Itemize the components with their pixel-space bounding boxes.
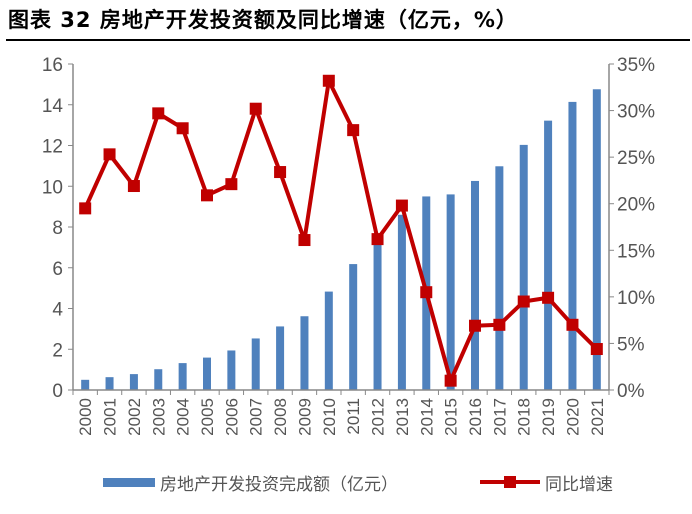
bar [568, 101, 577, 391]
bar [519, 144, 528, 390]
y2-tick-label: 30% [617, 102, 655, 123]
y2-tick-label: 5% [617, 334, 645, 355]
y-tick-label: 4 [52, 300, 63, 321]
growth-marker [176, 122, 189, 135]
bar [81, 379, 90, 390]
legend-bar-label: 房地产开发投资完成额（亿元） [160, 475, 398, 494]
growth-marker [493, 318, 506, 331]
x-tick-label: 2005 [198, 398, 217, 436]
growth-marker [517, 295, 530, 308]
x-tick-label: 2008 [271, 398, 290, 436]
y-tick-label: 2 [52, 340, 63, 361]
growth-marker [201, 189, 213, 202]
y2-tick-label: 20% [617, 195, 655, 216]
bar [446, 194, 455, 390]
bar [397, 214, 406, 390]
x-tick-label: 2019 [539, 398, 558, 436]
x-tick-label: 2020 [563, 398, 582, 436]
bar [373, 243, 382, 390]
bar [300, 316, 309, 390]
x-tick-label: 2002 [125, 398, 144, 436]
bar [349, 264, 358, 390]
y-tick-label: 6 [52, 259, 63, 280]
y2-tick-label: 0% [617, 381, 645, 402]
bar [227, 350, 236, 390]
x-tick-label: 2015 [442, 398, 461, 436]
bar [324, 291, 333, 390]
y2-tick-label: 35% [617, 55, 655, 76]
y-tick-label: 16 [42, 55, 63, 76]
growth-marker [249, 102, 262, 115]
growth-line [83, 78, 599, 383]
x-tick-label: 2003 [149, 398, 168, 436]
bar [471, 180, 479, 390]
bar [544, 120, 553, 390]
growth-marker [395, 199, 408, 212]
y2-tick-label: 25% [617, 148, 655, 169]
y2-tick-label: 15% [617, 241, 655, 262]
x-tick-label: 2001 [101, 398, 120, 436]
x-tick-label: 2012 [369, 398, 388, 436]
bar [129, 374, 138, 390]
growth-marker [274, 166, 287, 179]
growth-marker [347, 124, 360, 137]
x-tick-label: 2007 [247, 398, 266, 436]
x-tick-label: 2000 [76, 398, 95, 436]
y-tick-label: 0 [52, 381, 63, 402]
x-tick-label: 2018 [515, 398, 534, 436]
bar [178, 363, 187, 390]
y-tick-label: 12 [42, 137, 63, 158]
x-tick-label: 2010 [320, 398, 339, 436]
growth-marker [469, 319, 481, 332]
growth-marker [420, 286, 433, 299]
x-tick-label: 2006 [222, 398, 241, 436]
x-tick-label: 2013 [393, 398, 412, 436]
growth-marker [127, 180, 140, 193]
y-tick-label: 8 [52, 218, 63, 239]
bar [495, 166, 504, 390]
x-tick-label: 2011 [344, 398, 363, 435]
x-tick-label: 2021 [588, 398, 607, 436]
x-tick-label: 2014 [417, 398, 436, 436]
y-tick-label: 14 [42, 96, 64, 117]
bar [154, 369, 163, 390]
bar [276, 326, 285, 390]
growth-marker [371, 233, 384, 246]
x-tick-label: 2016 [466, 398, 485, 436]
growth-marker [590, 343, 603, 356]
growth-marker [298, 234, 311, 247]
legend-line-label: 同比增速 [545, 475, 613, 494]
y-tick-label: 10 [42, 177, 63, 198]
bar [251, 338, 260, 390]
growth-marker [103, 148, 116, 161]
growth-marker [225, 178, 238, 191]
bar [592, 89, 601, 390]
legend-line-marker [504, 476, 516, 488]
growth-marker [79, 202, 92, 215]
growth-marker [444, 374, 457, 387]
growth-marker [322, 74, 335, 87]
x-tick-label: 2017 [490, 398, 509, 436]
bar [203, 357, 211, 390]
legend-bar-swatch [103, 478, 155, 487]
growth-marker [152, 107, 165, 120]
growth-marker [566, 318, 579, 331]
chart-title: 图表 32 房地产开发投资额及同比增速（亿元，%） [8, 8, 518, 32]
title-rule [6, 39, 690, 41]
bar [105, 377, 114, 390]
x-tick-label: 2009 [295, 398, 314, 436]
y2-tick-label: 10% [617, 288, 655, 309]
growth-marker [542, 291, 555, 304]
x-tick-label: 2004 [174, 398, 193, 436]
